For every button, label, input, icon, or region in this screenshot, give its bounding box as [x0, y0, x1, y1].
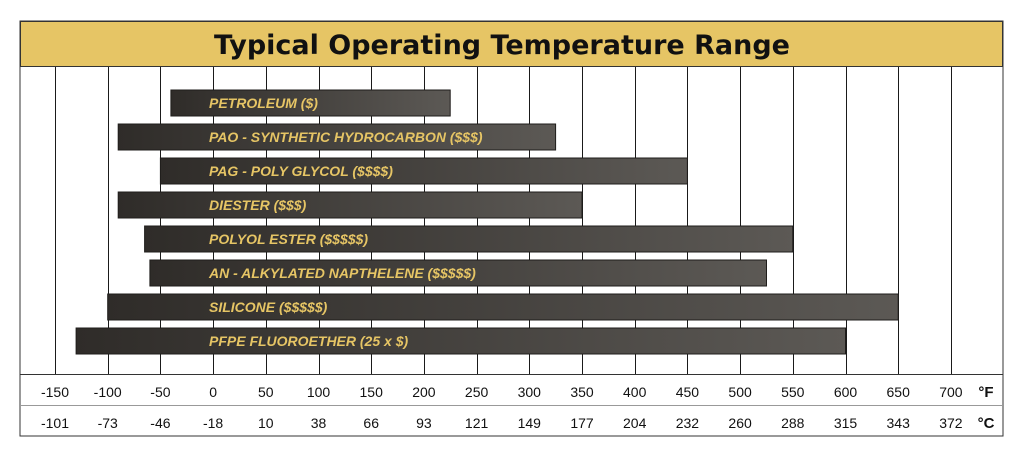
- tick-label: 500: [728, 384, 752, 400]
- bar: [149, 259, 767, 287]
- tick-label: 350: [570, 384, 594, 400]
- tick-label: 0: [209, 384, 217, 400]
- title-band: [20, 21, 1003, 67]
- tick-label: 600: [834, 384, 858, 400]
- bar: [159, 157, 688, 185]
- tick-label: -100: [94, 384, 122, 400]
- tick-label: 250: [465, 384, 489, 400]
- tick-label: 300: [518, 384, 542, 400]
- bar: [107, 293, 899, 321]
- bar: [117, 123, 557, 151]
- grid-lines: [55, 67, 952, 374]
- bar: [144, 225, 794, 253]
- tick-label: -73: [98, 415, 118, 431]
- tick-label: 150: [360, 384, 384, 400]
- bar-label: SILICONE ($$$$$): [209, 299, 328, 315]
- tick-label: -46: [150, 415, 170, 431]
- bar-label: PAG - POLY GLYCOL ($$$$): [209, 163, 393, 179]
- chart-title: Typical Operating Temperature Range: [214, 30, 790, 61]
- bar-label: POLYOL ESTER ($$$$$): [209, 231, 368, 247]
- tick-label: 149: [518, 415, 542, 431]
- bar: [75, 327, 847, 355]
- bar: [170, 89, 451, 117]
- tick-label: 50: [258, 384, 274, 400]
- tick-label: 121: [465, 415, 489, 431]
- tick-label: -101: [41, 415, 69, 431]
- tick-label: 10: [258, 415, 274, 431]
- tick-label: 550: [781, 384, 805, 400]
- bar: [117, 191, 583, 219]
- tick-label: 343: [887, 415, 911, 431]
- bars: PETROLEUM ($) PAO - SYNTHETIC HYDROCARBON…: [75, 89, 899, 355]
- tick-label: -150: [41, 384, 69, 400]
- tick-label: -50: [150, 384, 170, 400]
- bar-label: AN - ALKYLATED NAPTHELENE ($$$$$): [208, 265, 476, 281]
- tick-label: 66: [363, 415, 379, 431]
- tick-label: 700: [939, 384, 963, 400]
- tick-label: 260: [728, 415, 752, 431]
- tick-label: 450: [676, 384, 700, 400]
- bar-label: DIESTER ($$$): [209, 197, 307, 213]
- tick-label: 372: [939, 415, 963, 431]
- tick-label: 288: [781, 415, 805, 431]
- bar-label: PETROLEUM ($): [209, 95, 318, 111]
- tick-label: 232: [676, 415, 700, 431]
- celsius-unit-label: °C: [978, 415, 995, 432]
- tick-label: 177: [570, 415, 594, 431]
- tick-label: 400: [623, 384, 647, 400]
- tick-label: 38: [311, 415, 327, 431]
- celsius-tick-labels: -101 -73 -46 -18 10 38 66 93 121 149 177 204 232 260 2…: [41, 415, 963, 431]
- tick-label: 204: [623, 415, 647, 431]
- fahrenheit-unit-label: °F: [978, 384, 993, 401]
- tick-label: 100: [307, 384, 331, 400]
- tick-label: 93: [416, 415, 432, 431]
- bar-label: PFPE FLUOROETHER (25 x $): [209, 333, 408, 349]
- tick-label: 315: [834, 415, 858, 431]
- tick-label: 200: [412, 384, 436, 400]
- tick-label: -18: [203, 415, 223, 431]
- tick-label: 650: [887, 384, 911, 400]
- bar-label: PAO - SYNTHETIC HYDROCARBON ($$$): [209, 129, 483, 145]
- fahrenheit-tick-labels: -150 -100 -50 0 50 100 150 200 250 300 350 400 450 50…: [41, 384, 963, 400]
